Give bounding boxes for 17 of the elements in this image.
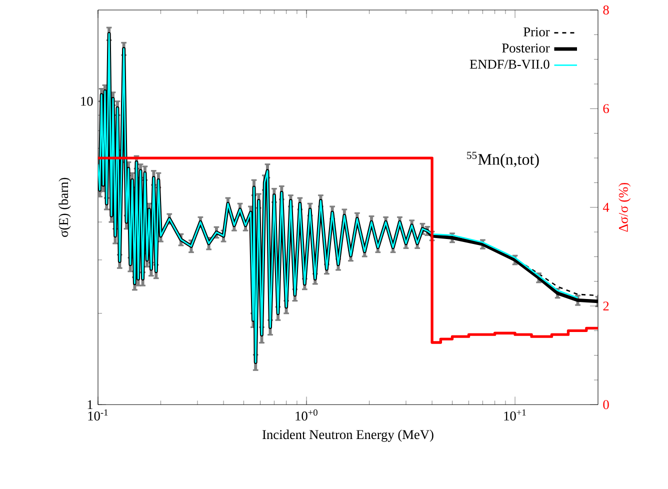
legend-label: Prior [524,28,550,37]
y2-axis-title: Δσ/σ (%) [618,183,631,232]
annotation: $^{55}$Mn(n,tot) [467,152,539,168]
y-tick-label: 1 [88,400,92,410]
x-tick-label: 10$^{+1}$ [504,410,526,421]
x-tick-label: 10$^{+0}$ [296,410,318,421]
y2-tick-label: 6 [603,104,609,114]
y2-tick-label: 4 [602,203,610,212]
legend-label: ENDF/B-VII.0 [470,60,550,69]
y-tick-label: 10 [81,96,93,106]
y2-tick-label: 2 [603,302,609,311]
y2-tick-label: 8 [603,6,609,15]
x-axis-title: Incident Neutron Energy (MeV) [262,430,434,442]
y2-tick-label: 0 [603,400,609,410]
x-tick-label: 10$^{-1}$ [88,410,108,421]
legend-label: Posterior [502,44,550,53]
y-axis-title: σ(E) (barn) [58,178,71,238]
